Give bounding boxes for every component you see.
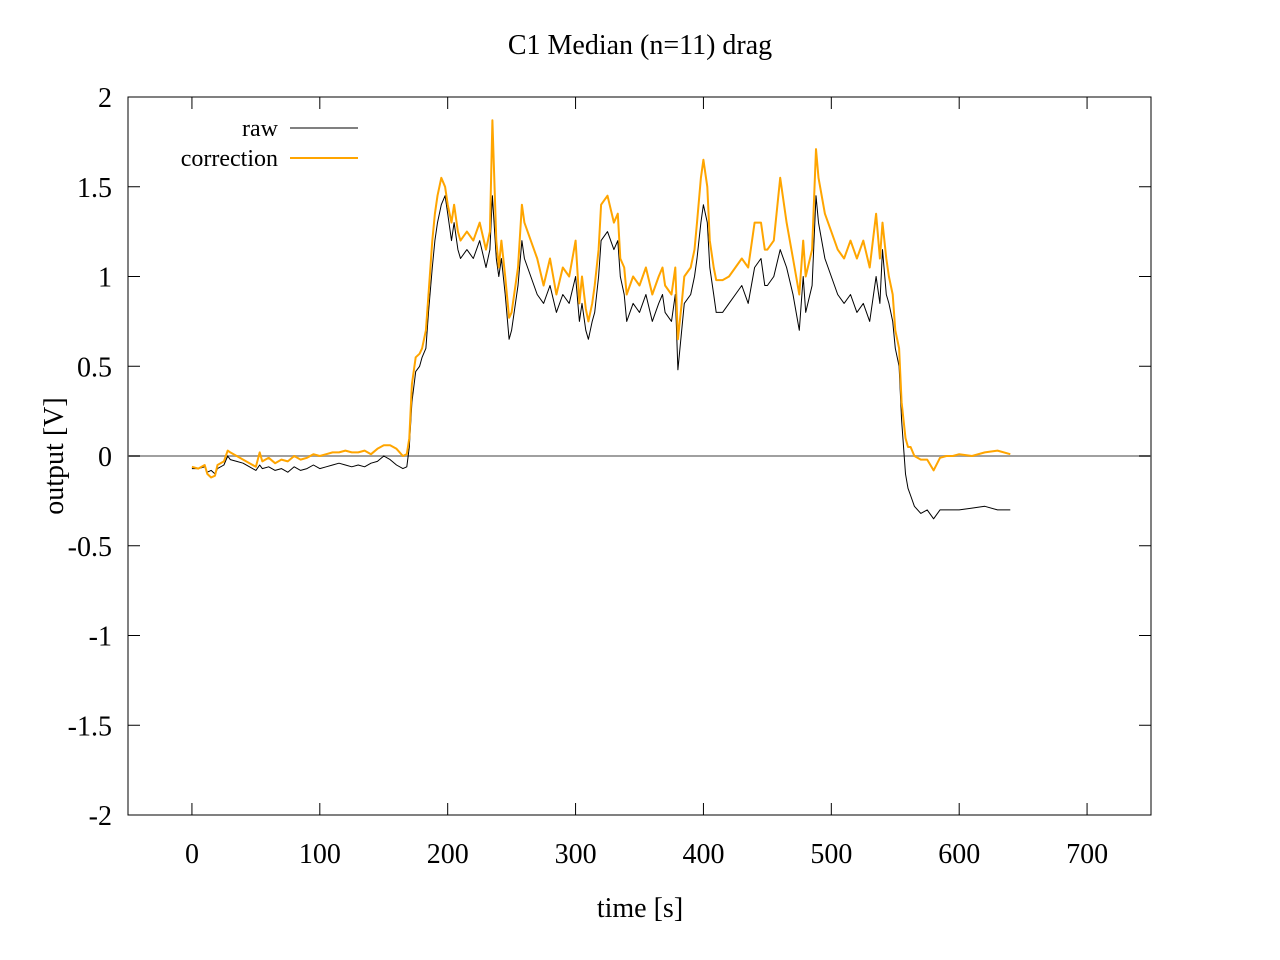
x-tick-label: 300	[555, 839, 597, 870]
y-tick-label: 0	[98, 442, 112, 473]
x-tick-label: 200	[427, 839, 469, 870]
y-axis: 2 1.5 1 0.5 0 -0.5 -1 -1.5 -2	[68, 83, 1151, 832]
y-tick-label: 1.5	[77, 173, 112, 204]
legend-label-correction: correction	[181, 146, 278, 172]
x-axis: 0 100 200 300 400 500 600 700	[185, 97, 1108, 870]
legend: raw correction	[181, 116, 358, 172]
x-tick-label: 400	[682, 839, 724, 870]
chart-title: C1 Median (n=11) drag	[508, 30, 772, 61]
y-tick-label: 0.5	[77, 352, 112, 383]
x-axis-label: time [s]	[597, 893, 683, 924]
x-tick-label: 500	[810, 839, 852, 870]
x-tick-label: 600	[938, 839, 980, 870]
y-tick-label: -1.5	[68, 711, 112, 742]
y-axis-label: output [V]	[39, 397, 70, 514]
x-tick-label: 0	[185, 839, 199, 870]
x-tick-label: 700	[1066, 839, 1108, 870]
y-tick-label: -2	[89, 801, 112, 832]
y-tick-label: 1	[98, 263, 112, 294]
series-line-raw	[191, 195, 1011, 520]
series-layer	[191, 119, 1011, 520]
x-tick-label: 100	[299, 839, 341, 870]
legend-label-raw: raw	[242, 116, 279, 142]
y-tick-label: -0.5	[68, 532, 112, 563]
y-tick-label: -1	[89, 622, 112, 653]
y-tick-label: 2	[98, 83, 112, 114]
series-line-correction	[191, 119, 1011, 479]
